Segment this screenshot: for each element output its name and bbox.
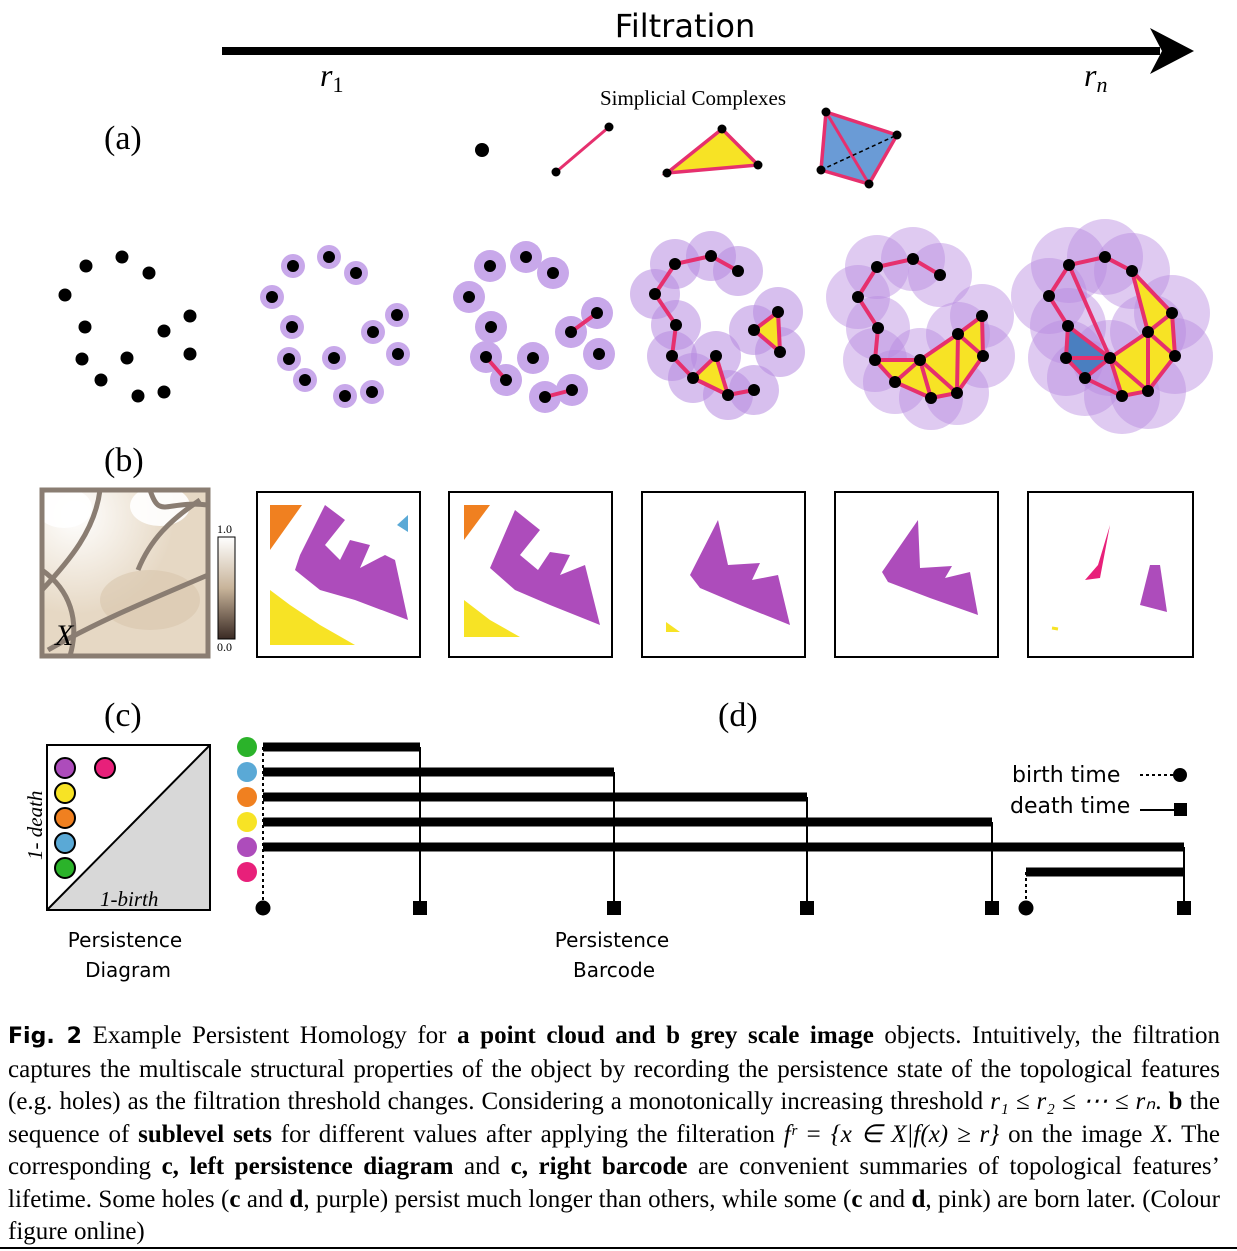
barcode-bar-purple: [263, 842, 1184, 852]
diagram-ylabel: 1- death: [23, 791, 47, 860]
barcode-bar-blue: [263, 767, 614, 777]
barcode-death-marker: [1177, 901, 1191, 915]
sublevel-set-3: [641, 491, 806, 658]
sublevel-set-2: [448, 491, 613, 658]
barcode-birth-marker: [1018, 900, 1034, 916]
barcode-bar-green: [263, 742, 420, 752]
caption-bold: d: [289, 1185, 304, 1213]
caption-bold: c, left persistence diagram: [161, 1153, 454, 1180]
r-start-label: r1: [320, 57, 343, 97]
caption-bold: b: [1168, 1088, 1183, 1115]
point-cloud-stage-6: [1011, 219, 1213, 434]
caption-bold: a point cloud and b grey scale image: [457, 1022, 874, 1049]
simplicial-title: Simplicial Complexes: [600, 86, 786, 110]
image-x-label: X: [54, 619, 75, 652]
barcode-feature-dot-green: [237, 737, 257, 757]
barcode-death-marker: [985, 901, 999, 915]
triangle-simplex: [661, 124, 763, 178]
point-cloud-stage-1: [58, 250, 197, 403]
legend-birth-marker: [1173, 768, 1187, 782]
vertex-simplex: [475, 143, 489, 157]
barcode-title-line2: Barcode: [573, 958, 655, 982]
panel-d-label: (d): [718, 697, 758, 734]
r-end-label: rn: [1084, 57, 1107, 97]
barcode-feature-dot-yellow: [237, 812, 257, 832]
panel-c-label: (c): [104, 697, 142, 734]
colorbar: [217, 536, 236, 640]
caption-text: .: [1155, 1088, 1169, 1115]
point-cloud-stage-3: [453, 241, 615, 413]
caption-text: Example Persistent Homology for: [81, 1022, 458, 1049]
legend-death-label: death time: [1010, 794, 1130, 819]
caption-math: r₁ ≤ r₂ ≤ ⋯ ≤ rₙ: [990, 1088, 1156, 1115]
point-cloud-stage-4: [630, 231, 805, 420]
caption-text: on the image: [999, 1120, 1152, 1148]
caption-bold: c: [851, 1185, 863, 1213]
caption-text: , pink) are born later. (Colour figure o…: [8, 1185, 1220, 1246]
point-cloud-stage-2: [260, 245, 410, 408]
colorbar-min-label: 0.0: [217, 640, 232, 654]
legend-death-marker: [1174, 803, 1187, 816]
colorbar-max-label: 1.0: [217, 522, 232, 536]
barcode-death-marker: [607, 901, 621, 915]
caption-text: for different values after applying the …: [271, 1120, 784, 1148]
diagram-title-line2: Diagram: [85, 958, 171, 982]
figure-caption: Fig. 2 Example Persistent Homology for a…: [8, 1020, 1220, 1249]
figure-canvas: Filtration r1 rn (a) (b) (c) (d) Simplic…: [23, 7, 1213, 982]
caption-math: X: [1151, 1120, 1167, 1148]
sublevel-set-4: [834, 491, 999, 658]
diagram-point-purple: [54, 757, 76, 779]
filtration-arrow: [222, 28, 1194, 74]
diagram-point-yellow: [54, 782, 76, 804]
diagram-point-pink: [94, 757, 116, 779]
barcode-bar-yellow: [263, 817, 992, 827]
diagram-point-green: [54, 857, 76, 879]
filtration-label: Filtration: [615, 7, 755, 45]
barcode-title-line1: Persistence: [555, 928, 669, 952]
tetrahedron-simplex: [816, 107, 902, 189]
barcode-feature-dot-orange: [237, 787, 257, 807]
greyscale-image: [36, 486, 211, 659]
caption-text: and: [453, 1153, 511, 1180]
caption-bold: c, right barcode: [510, 1153, 688, 1180]
barcode-bar-pink: [1026, 867, 1184, 877]
sublevel-set-1: [256, 491, 421, 658]
legend-birth-label: birth time: [1012, 763, 1120, 788]
caption-text: and: [862, 1185, 912, 1213]
barcode-death-marker: [413, 901, 427, 915]
diagram-point-blue: [54, 832, 76, 854]
diagram-title-line1: Persistence: [68, 928, 182, 952]
barcode-legend: birth time death time: [1010, 763, 1187, 819]
barcode-feature-dot-purple: [237, 837, 257, 857]
barcode-birth-marker: [255, 900, 271, 916]
caption-text: the sequence of: [8, 1088, 1220, 1148]
edge-simplex: [551, 122, 614, 177]
barcode-feature-dot-pink: [237, 862, 257, 882]
persistence-diagram: [46, 744, 211, 911]
persistence-barcode: [237, 737, 1191, 916]
caption-bold: d: [911, 1185, 926, 1213]
caption-text: , purple) persist much longer than other…: [303, 1185, 852, 1213]
barcode-death-marker: [800, 901, 814, 915]
diagram-point-orange: [54, 807, 76, 829]
panel-b-label: (b): [104, 442, 144, 479]
caption-text: . The corresponding: [8, 1120, 1221, 1181]
sublevel-set-5: [1027, 491, 1194, 658]
diagram-xlabel: 1-birth: [100, 887, 158, 911]
simplex-examples: [475, 107, 902, 189]
barcode-bar-orange: [263, 792, 807, 802]
barcode-feature-dot-blue: [237, 762, 257, 782]
caption-label: Fig. 2: [8, 1024, 82, 1049]
point-cloud-stage-5: [826, 227, 1015, 430]
caption-text: objects. Intuitively, the filtration cap…: [8, 1022, 1220, 1115]
caption-bold: sublevel sets: [138, 1120, 272, 1148]
caption-text: and: [240, 1185, 290, 1213]
panel-a-label: (a): [104, 120, 142, 157]
caption-text: are convenient summaries of topological …: [8, 1153, 1220, 1213]
bottom-rule: [0, 1247, 1237, 1249]
caption-bold: c: [229, 1185, 241, 1213]
caption-math: fʳ = {x ∈ X|f(x) ≥ r}: [783, 1120, 1000, 1148]
